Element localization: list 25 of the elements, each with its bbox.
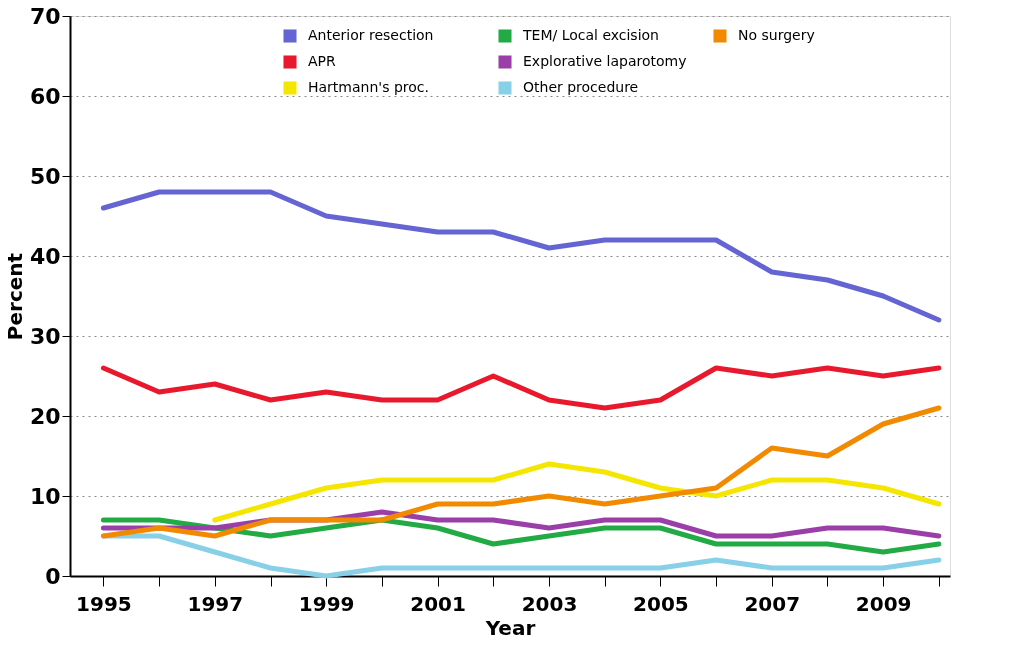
y-tick-label: 30	[29, 323, 61, 349]
y-tick-label: 0	[45, 563, 61, 589]
x-tick-label: 2003	[521, 591, 578, 616]
legend-label: Other procedure	[523, 79, 639, 95]
legend-label: APR	[308, 53, 337, 69]
legend-label: Anterior resection	[308, 27, 434, 43]
legend-label: Explorative laparotomy	[523, 53, 687, 69]
y-tick-label: 10	[29, 483, 61, 509]
legend-label: No surgery	[738, 27, 815, 43]
x-tick-label: 1999	[298, 591, 355, 616]
y-tick-label: 60	[29, 83, 61, 109]
y-tick-label: 40	[29, 243, 61, 269]
x-axis-title: Year	[484, 615, 536, 640]
y-tick-label: 50	[29, 163, 61, 189]
legend-label: Hartmann's proc.	[308, 79, 429, 95]
y-tick-label: 20	[29, 403, 61, 429]
x-tick-label: 1995	[76, 591, 132, 616]
x-tick-label: 1997	[187, 591, 244, 616]
legend-label: TEM/ Local excision	[522, 27, 659, 43]
x-tick-label: 2007	[744, 591, 801, 616]
x-tick-label: 2001	[410, 591, 466, 616]
x-tick-label: 2005	[633, 591, 689, 616]
y-tick-label: 70	[29, 3, 61, 29]
x-tick-label: 2009	[855, 591, 912, 616]
y-axis-title: Percent	[2, 252, 27, 341]
